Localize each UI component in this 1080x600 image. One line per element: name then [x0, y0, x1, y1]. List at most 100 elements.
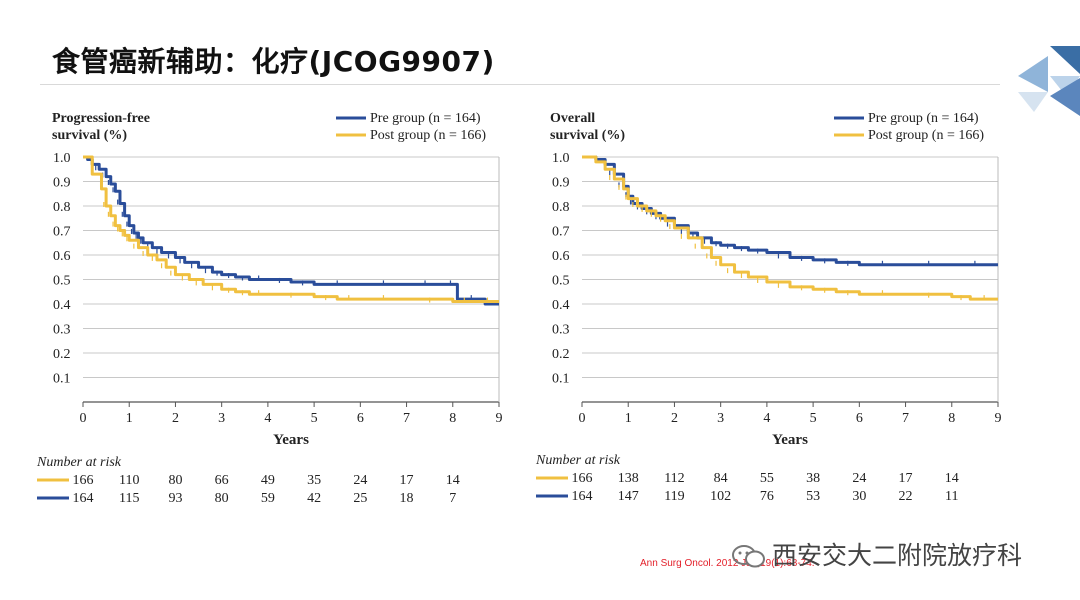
pfs-risk-value: 115: [119, 491, 139, 506]
os-risk-value: 102: [710, 489, 731, 504]
pfs-x-tick-label: 9: [496, 411, 503, 426]
os-y-tick-label: 0.6: [552, 249, 570, 264]
pfs-risk-value: 14: [446, 473, 460, 488]
pfs-x-tick-label: 6: [357, 411, 364, 426]
pfs-y-tick-label: 0.5: [53, 274, 71, 289]
os-risk-value: 55: [760, 471, 774, 486]
pfs-risk-label: Number at risk: [36, 455, 122, 470]
watermark-text: 西安交大二附院放疗科: [772, 541, 1023, 570]
os-risk-value: 11: [945, 489, 958, 504]
os-x-tick-label: 6: [856, 411, 863, 426]
pfs-y-tick-label: 0.7: [53, 225, 71, 240]
os-x-tick-label: 0: [579, 411, 586, 426]
pfs-x-tick-label: 1: [126, 411, 133, 426]
pfs-chart: Progression-free survival (%) 0.1 0.2 0.3 0.4…: [36, 111, 503, 506]
pfs-x-tick-label: 3: [218, 411, 225, 426]
pfs-series-post-curve: [83, 155, 499, 304]
os-legend-label-post: Post group (n = 166): [868, 128, 984, 143]
os-risk-label: Number at risk: [535, 453, 621, 468]
pfs-risk-value: 166: [73, 473, 94, 488]
pfs-risk-value: 110: [119, 473, 139, 488]
pfs-title-line: Progression-free: [52, 111, 150, 126]
os-y-tick-label: 0.7: [552, 225, 570, 240]
title-divider: [40, 84, 1000, 85]
os-x-tick-label: 9: [995, 411, 1002, 426]
os-risk-value: 30: [852, 489, 866, 504]
pfs-risk-value: 80: [215, 491, 229, 506]
os-x-tick-label: 8: [948, 411, 955, 426]
os-y-tick-label: 1.0: [552, 151, 570, 166]
pfs-risk-value: 59: [261, 491, 275, 506]
os-risk-value: 147: [618, 489, 639, 504]
logo-triangles-icon: [1018, 46, 1080, 116]
pfs-risk-value: 80: [168, 473, 182, 488]
pfs-y-tick-label: 0.6: [53, 249, 71, 264]
os-risk-value: 138: [618, 471, 639, 486]
pfs-legend-label-post: Post group (n = 166): [370, 128, 486, 143]
pfs-y-tick-label: 0.3: [53, 323, 71, 338]
pfs-x-tick-label: 5: [311, 411, 318, 426]
citation: Ann Surg Oncol. 2012 Jan;19(1):68-74.: [640, 558, 815, 569]
watermark: 西安交大二附院放疗科: [732, 536, 1022, 572]
pfs-y-tick-label: 0.2: [53, 347, 71, 362]
pfs-risk-value: 25: [353, 491, 367, 506]
os-risk-value: 24: [852, 471, 866, 486]
os-x-tick-label: 4: [763, 411, 770, 426]
pfs-risk-value: 35: [307, 473, 321, 488]
os-risk-value: 119: [664, 489, 684, 504]
pfs-y-tick-label: 0.8: [53, 200, 71, 215]
pfs-y-tick-label: 1.0: [53, 151, 71, 166]
os-risk-value: 53: [806, 489, 820, 504]
os-x-tick-label: 7: [902, 411, 909, 426]
pfs-x-tick-label: 8: [449, 411, 456, 426]
os-x-tick-label: 3: [717, 411, 724, 426]
os-y-tick-label: 0.5: [552, 274, 570, 289]
os-chart: Overall survival (%) 0.1 0.2 0.3 0.4 0.5 0.6 0.7…: [535, 111, 1002, 504]
pfs-series-pre-curve: [83, 155, 499, 306]
os-risk-value: 14: [945, 471, 959, 486]
pfs-x-tick-label: 7: [403, 411, 410, 426]
pfs-risk-value: 17: [400, 473, 414, 488]
pfs-title-line: survival (%): [52, 128, 127, 143]
pfs-risk-value: 18: [400, 491, 414, 506]
os-title-line: Overall: [550, 111, 595, 126]
os-risk-value: 112: [664, 471, 684, 486]
pfs-risk-value: 93: [168, 491, 182, 506]
os-y-tick-label: 0.2: [552, 347, 570, 362]
os-y-tick-label: 0.8: [552, 200, 570, 215]
os-series-post-curve: [582, 155, 998, 301]
os-risk-value: 164: [572, 489, 593, 504]
pfs-risk-value: 66: [215, 473, 229, 488]
os-y-tick-label: 0.1: [552, 372, 570, 387]
os-series-pre-curve: [582, 155, 998, 267]
os-x-tick-label: 5: [810, 411, 817, 426]
pfs-x-tick-label: 2: [172, 411, 179, 426]
pfs-x-axis-label: Years: [273, 432, 309, 448]
os-y-tick-label: 0.9: [552, 176, 570, 191]
pfs-y-tick-label: 0.9: [53, 176, 71, 191]
pfs-legend-label-pre: Pre group (n = 164): [370, 111, 481, 126]
pfs-x-tick-label: 4: [264, 411, 271, 426]
pfs-risk-value: 7: [449, 491, 456, 506]
os-risk-value: 22: [899, 489, 913, 504]
os-risk-value: 76: [760, 489, 774, 504]
os-y-tick-label: 0.3: [552, 323, 570, 338]
pfs-risk-value: 164: [73, 491, 94, 506]
os-x-tick-label: 2: [671, 411, 678, 426]
slide-title: 食管癌新辅助：化疗(JCOG9907): [52, 45, 495, 78]
pfs-y-tick-label: 0.4: [53, 298, 71, 313]
pfs-y-tick-label: 0.1: [53, 372, 71, 387]
os-y-tick-label: 0.4: [552, 298, 570, 313]
os-legend-label-pre: Pre group (n = 164): [868, 111, 979, 126]
chat-bubble-icon: [732, 545, 765, 568]
os-title-line: survival (%): [550, 128, 625, 143]
os-risk-value: 166: [572, 471, 593, 486]
os-risk-value: 84: [714, 471, 728, 486]
pfs-x-tick-label: 0: [80, 411, 87, 426]
os-risk-value: 38: [806, 471, 820, 486]
pfs-risk-value: 24: [353, 473, 367, 488]
pfs-risk-value: 49: [261, 473, 275, 488]
os-x-tick-label: 1: [625, 411, 632, 426]
os-x-axis-label: Years: [772, 432, 808, 448]
os-risk-value: 17: [899, 471, 913, 486]
